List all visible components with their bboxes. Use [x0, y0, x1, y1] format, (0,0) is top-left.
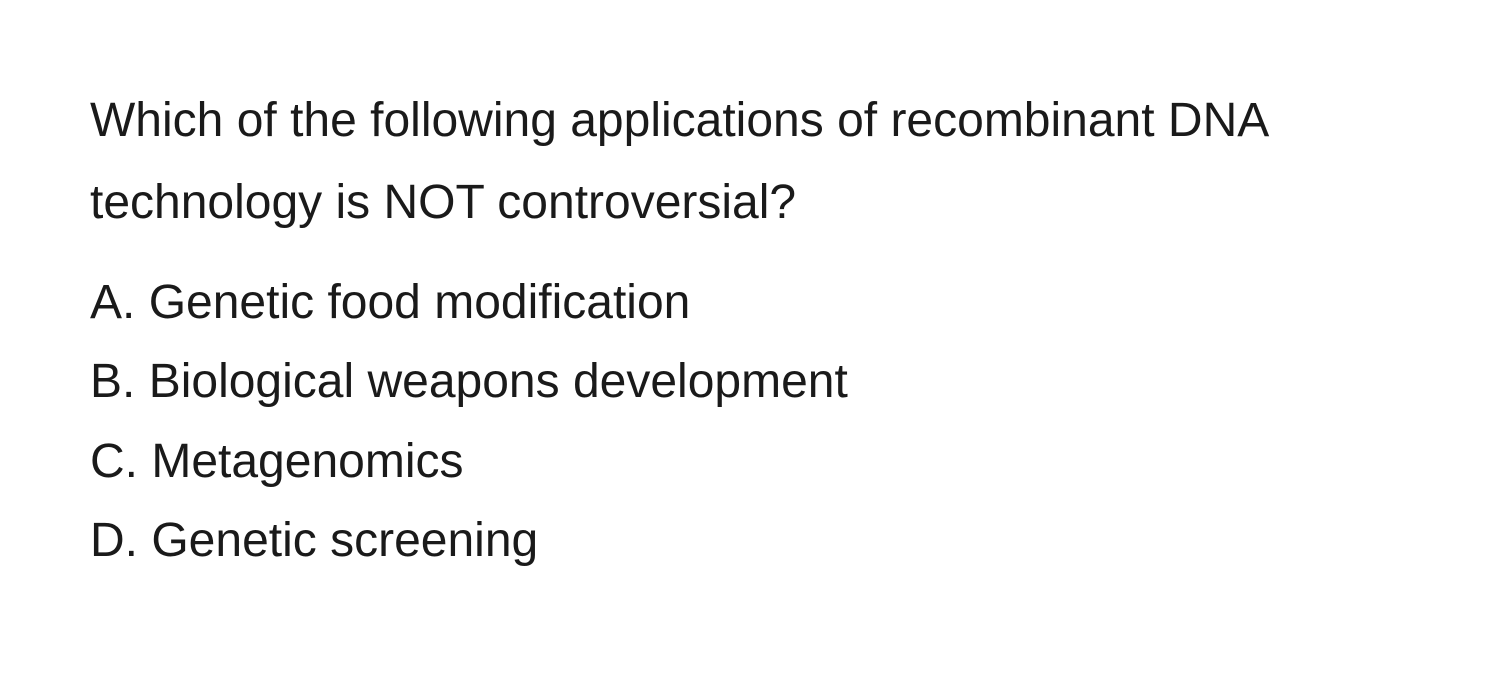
- option-c-text: Metagenomics: [138, 435, 463, 488]
- option-c-label: C.: [90, 435, 138, 488]
- option-a: A. Genetic food modification: [90, 263, 1410, 342]
- option-b: B. Biological weapons development: [90, 342, 1410, 421]
- option-b-label: B.: [90, 355, 135, 408]
- option-d-text: Genetic screening: [138, 514, 538, 567]
- option-c: C. Metagenomics: [90, 422, 1410, 501]
- option-a-text: Genetic food modification: [135, 276, 690, 329]
- question-prompt: Which of the following applications of r…: [90, 80, 1410, 243]
- option-a-label: A.: [90, 276, 135, 329]
- option-d-label: D.: [90, 514, 138, 567]
- option-d: D. Genetic screening: [90, 501, 1410, 580]
- option-b-text: Biological weapons development: [135, 355, 847, 408]
